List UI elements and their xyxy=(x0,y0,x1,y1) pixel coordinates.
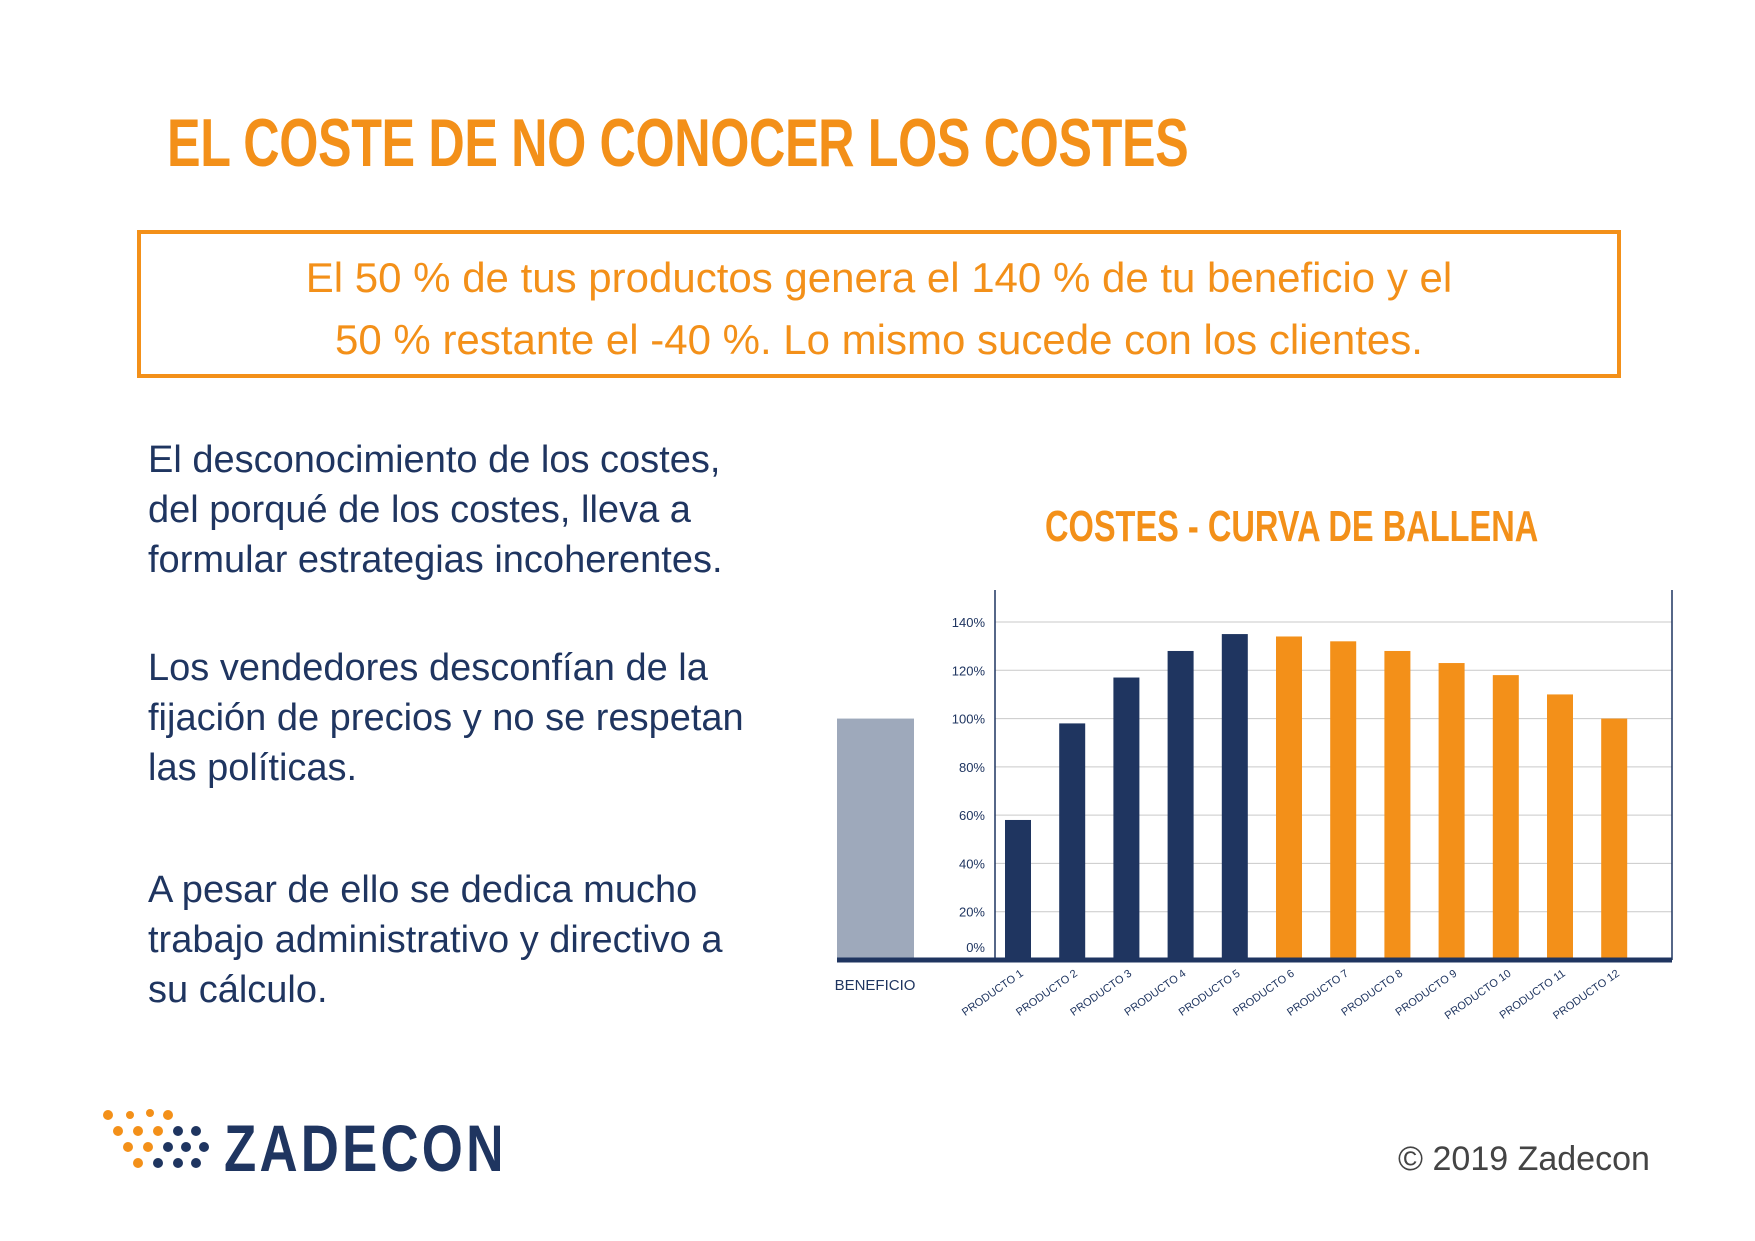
logo-dot xyxy=(173,1126,183,1136)
logo-dots-icon xyxy=(103,1109,209,1168)
page-title: EL COSTE DE NO CONOCER LOS COSTES xyxy=(167,105,1189,181)
logo-dot xyxy=(181,1142,191,1152)
highlight-line-1: El 50 % de tus productos genera el 140 %… xyxy=(305,254,1453,301)
bar-4 xyxy=(1167,650,1194,960)
y-tick-label: 120% xyxy=(952,663,986,678)
bar-2 xyxy=(1059,723,1086,960)
paragraph-line: A pesar de ello se dedica mucho xyxy=(148,869,698,911)
logo-dot xyxy=(133,1126,143,1136)
paragraph-line: del porqué de los costes, lleva a xyxy=(148,489,691,531)
paragraph-line: su cálculo. xyxy=(148,969,328,1011)
zadecon-logo: ZADECON xyxy=(103,1109,500,1185)
whale-curve-chart: 0%20%40%60%80%100%120%140%BENEFICIO PRODU… xyxy=(835,590,1673,1022)
bar-8 xyxy=(1384,650,1411,960)
paragraph-line: fijación de precios y no se respetan xyxy=(148,697,744,739)
y-tick-label: 140% xyxy=(952,615,986,630)
y-tick-label: 40% xyxy=(959,856,985,871)
paragraph-1: El desconocimiento de los costes, del po… xyxy=(148,435,723,585)
logo-dot xyxy=(123,1142,133,1152)
paragraph-line: trabajo administrativo y directivo a xyxy=(148,919,723,961)
logo-dot xyxy=(113,1126,123,1136)
bar-11 xyxy=(1547,694,1573,960)
highlight-line-2: 50 % restante el -40 %. Lo mismo sucede … xyxy=(335,316,1423,363)
logo-dot xyxy=(199,1142,209,1152)
logo-dot xyxy=(173,1158,183,1168)
bar-5 xyxy=(1221,634,1248,960)
paragraph-3: A pesar de ello se dedica mucho trabajo … xyxy=(148,865,722,1015)
logo-dot xyxy=(126,1111,134,1119)
logo-dot xyxy=(191,1126,201,1136)
bar-3 xyxy=(1113,677,1140,960)
chart-title: COSTES - CURVA DE BALLENA xyxy=(1045,502,1539,551)
bar-6 xyxy=(1276,636,1302,960)
logo-dot xyxy=(153,1158,163,1168)
bar-9 xyxy=(1438,663,1465,960)
paragraph-line: Los vendedores desconfían de la xyxy=(148,647,708,689)
benefit-label: BENEFICIO xyxy=(835,977,916,994)
y-tick-label: 60% xyxy=(959,808,985,823)
logo-dot xyxy=(153,1126,163,1136)
logo-dot xyxy=(143,1142,153,1152)
logo-dot xyxy=(163,1110,173,1120)
logo-dot xyxy=(133,1158,143,1168)
y-tick-label: 100% xyxy=(952,712,986,727)
logo-dot xyxy=(146,1109,154,1117)
logo-dot xyxy=(191,1158,201,1168)
logo-dot xyxy=(103,1110,113,1120)
y-tick-label: 80% xyxy=(959,760,985,775)
y-tick-label: 20% xyxy=(959,905,985,920)
paragraph-2: Los vendedores desconfían de la fijación… xyxy=(148,643,744,793)
bar-1 xyxy=(1005,819,1031,960)
bar-10 xyxy=(1492,675,1519,960)
paragraph-line: las políticas. xyxy=(148,747,358,789)
paragraph-line: formular estrategias incoherentes. xyxy=(148,539,723,581)
highlight-box: El 50 % de tus productos genera el 140 %… xyxy=(137,230,1621,378)
logo-dot xyxy=(163,1142,173,1152)
bar-12 xyxy=(1601,718,1628,960)
copyright: © 2019 Zadecon xyxy=(1398,1140,1650,1178)
y-tick-label: 0% xyxy=(966,940,985,955)
benefit-bar xyxy=(837,718,914,960)
logo-text: ZADECON xyxy=(224,1111,500,1185)
bar-7 xyxy=(1330,641,1357,960)
paragraph-line: El desconocimiento de los costes, xyxy=(148,439,721,481)
